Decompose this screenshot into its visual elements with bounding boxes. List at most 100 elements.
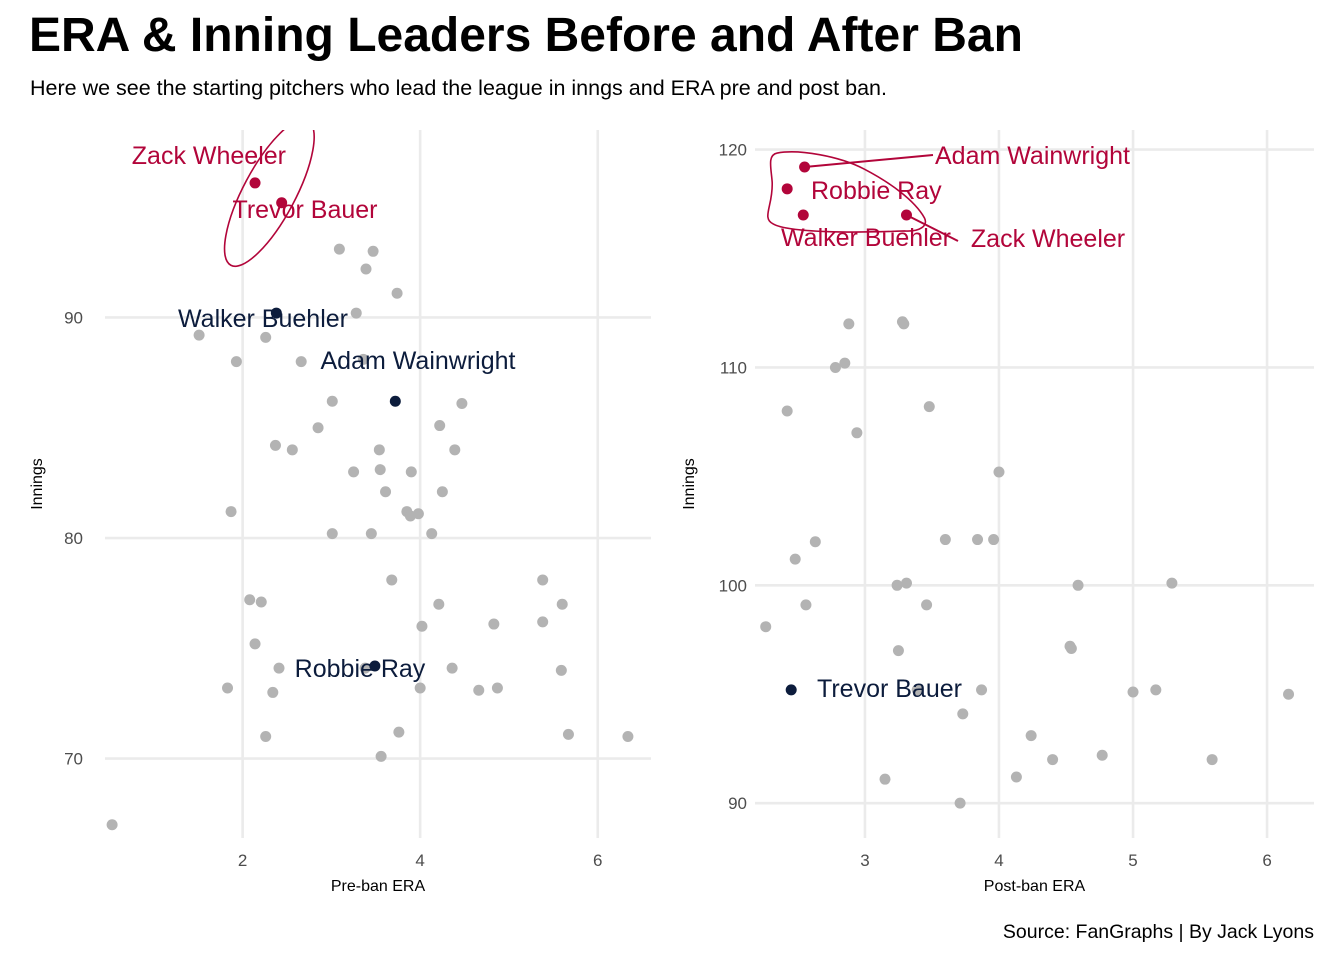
- data-point-other: [891, 579, 903, 591]
- data-point-other: [348, 466, 360, 478]
- data-point-highlight: [276, 197, 288, 209]
- data-point-other: [416, 620, 428, 632]
- data-point-other: [367, 245, 379, 257]
- data-point-other: [972, 534, 984, 546]
- data-point-other: [491, 682, 503, 694]
- data-point-other: [993, 466, 1005, 478]
- data-point-other: [1072, 579, 1084, 591]
- x-axis-title: Pre-ban ERA: [331, 878, 426, 895]
- y-tick-label: 90: [728, 794, 747, 813]
- chart-title: ERA & Inning Leaders Before and After Ba…: [29, 9, 1023, 62]
- right-panel: 3 4 5 6 90 100 110 120 Post-ban ERA Innings Adam W…: [681, 130, 1314, 895]
- label-connector-line: [804, 154, 934, 169]
- data-point-other: [939, 534, 951, 546]
- y-tick-label: 110: [720, 358, 747, 377]
- data-point-other: [843, 318, 855, 330]
- x-axis-title: Post-ban ERA: [984, 878, 1086, 895]
- y-tick-label: 90: [64, 308, 83, 327]
- y-tick-label: 80: [64, 529, 83, 548]
- y-tick-label: 100: [719, 576, 747, 595]
- data-point-other: [911, 684, 923, 696]
- data-point-other: [373, 444, 385, 456]
- data-point-other: [892, 645, 904, 657]
- data-point-other: [829, 361, 841, 373]
- data-point-other: [374, 464, 386, 476]
- data-point-highlight: [900, 209, 912, 221]
- data-point-other: [225, 506, 237, 518]
- data-point-other: [456, 397, 468, 409]
- point-label: Adam Wainwright: [935, 142, 1130, 170]
- data-point-other: [269, 439, 281, 451]
- data-point-other: [393, 726, 405, 738]
- data-point-other: [386, 574, 398, 586]
- data-point-other: [193, 329, 205, 341]
- data-point-other: [446, 662, 458, 674]
- data-point-other: [473, 684, 485, 696]
- data-point-other: [555, 664, 567, 676]
- data-point-other: [326, 528, 338, 540]
- data-point-other: [1065, 642, 1077, 654]
- highlight-blob: [767, 151, 927, 233]
- highlight-annotation: [223, 130, 315, 268]
- data-point-highlight: [270, 307, 282, 319]
- data-point-other: [1283, 688, 1295, 700]
- data-point-other: [760, 621, 772, 633]
- data-point-other: [267, 686, 279, 698]
- y-axis-title: Innings: [681, 458, 698, 510]
- point-label: Walker Buehler: [781, 224, 951, 252]
- data-point-other: [1010, 771, 1022, 783]
- point-label: Walker Buehler: [178, 305, 348, 333]
- data-point-other: [800, 599, 812, 611]
- data-point-highlight: [785, 684, 797, 696]
- data-point-highlight: [389, 395, 401, 407]
- highlight-ellipse: [223, 130, 315, 268]
- data-point-other: [326, 395, 338, 407]
- data-point-other: [222, 682, 234, 694]
- data-point-other: [434, 420, 446, 432]
- data-point-other: [375, 750, 387, 762]
- data-point-other: [333, 243, 345, 255]
- data-point-other: [781, 405, 793, 417]
- data-point-other: [260, 731, 272, 743]
- data-point-other: [839, 357, 851, 369]
- point-label: Adam Wainwright: [321, 347, 516, 375]
- data-point-other: [244, 594, 256, 606]
- data-point-other: [809, 536, 821, 548]
- data-point-other: [957, 708, 969, 720]
- highlight-annotation: [767, 151, 927, 233]
- data-point-other: [879, 773, 891, 785]
- x-tick-label: 3: [860, 851, 869, 870]
- data-point-other: [1025, 730, 1037, 742]
- data-point-other: [360, 263, 372, 275]
- data-point-other: [562, 728, 574, 740]
- data-point-other: [976, 684, 988, 696]
- point-label: Robbie Ray: [295, 655, 426, 683]
- data-point-other: [1096, 749, 1108, 761]
- data-point-other: [357, 353, 369, 365]
- data-point-other: [249, 638, 261, 650]
- point-label: Zack Wheeler: [132, 142, 286, 170]
- source-caption: Source: FanGraphs | By Jack Lyons: [1002, 921, 1314, 943]
- point-label: Robbie Ray: [811, 177, 942, 205]
- left-panel: 2 4 6 70 80 90 Pre-ban ERA Innings Zack Wheeler T…: [29, 130, 651, 895]
- x-tick-label: 6: [593, 851, 602, 870]
- point-label: Trevor Bauer: [233, 196, 378, 224]
- data-point-other: [391, 287, 403, 299]
- data-point-other: [433, 598, 445, 610]
- data-point-other: [789, 553, 801, 565]
- x-tick-label: 6: [1262, 851, 1271, 870]
- data-point-other: [537, 574, 549, 586]
- data-point-highlight: [797, 209, 809, 221]
- data-point-other: [1127, 686, 1139, 698]
- data-point-highlight: [799, 161, 811, 173]
- y-axis-title: Innings: [29, 458, 46, 510]
- data-point-other: [405, 466, 417, 478]
- data-point-other: [449, 444, 461, 456]
- data-point-other: [260, 331, 272, 343]
- label-connector-line: [906, 214, 959, 242]
- data-point-other: [412, 508, 424, 520]
- data-point-other: [273, 662, 285, 674]
- data-point-other: [537, 616, 549, 628]
- data-point-other: [295, 356, 307, 368]
